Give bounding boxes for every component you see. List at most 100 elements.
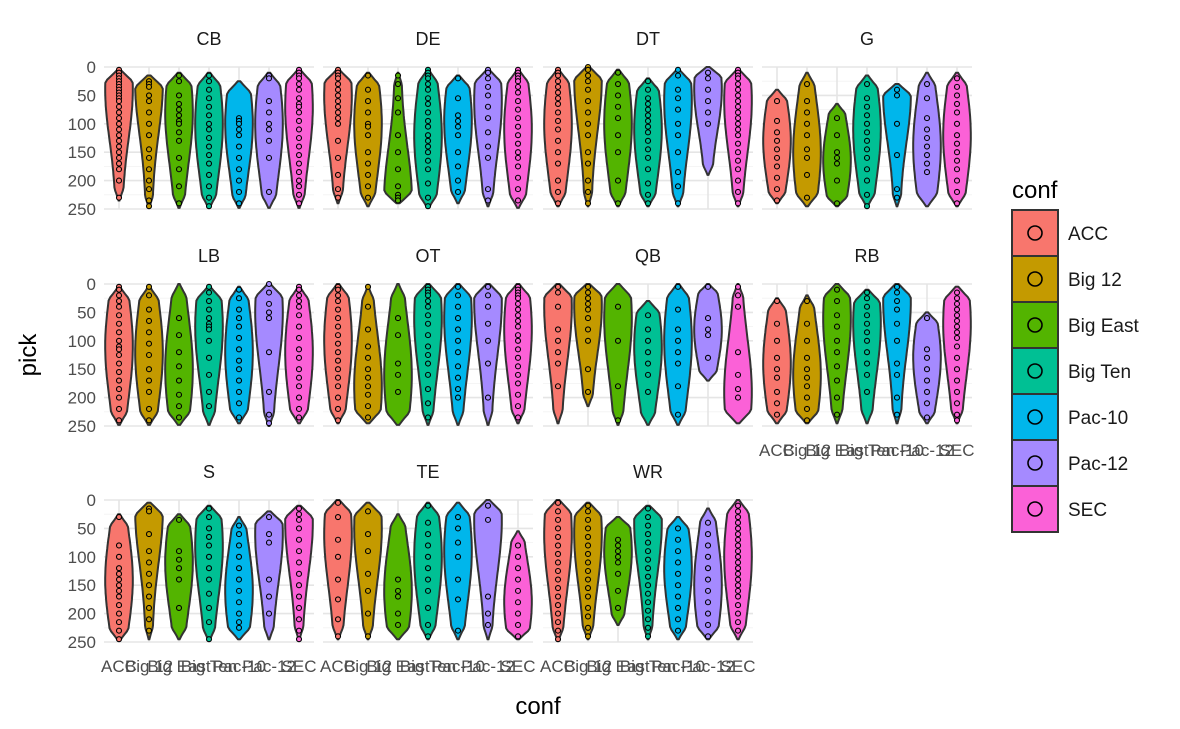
pick-point [773,320,781,327]
pick-point [235,295,243,302]
pick-point [554,349,562,356]
x-tick-label: Big East [805,441,869,460]
pick-point [734,394,742,401]
pick-point [734,627,742,634]
pick-point [674,548,682,555]
pick-point [364,570,372,577]
pick-point [614,383,622,390]
pick-point [424,587,432,594]
pick-point [235,400,243,407]
facet-title: LB [198,246,220,266]
pick-point [175,556,183,563]
pick-point [614,536,622,543]
pick-point [175,403,183,410]
x-tick-label: Big East [586,657,650,676]
pick-point [674,383,682,390]
pick-point [265,120,273,127]
pick-point [644,607,652,614]
violin-acc [323,68,353,205]
pick-point [833,337,841,344]
x-tick-label: SEC [940,441,975,460]
x-tick-label: Pac-10 [431,657,485,676]
pick-point [644,505,652,512]
pick-point [454,394,462,401]
pick-point [454,163,462,170]
pick-point [235,154,243,161]
y-tick-label: 0 [87,275,96,294]
facet-dt: DT [543,29,753,210]
pick-point [115,346,123,353]
pick-point [514,633,522,640]
pick-point [484,320,492,327]
pick-point [205,354,213,361]
pick-point [923,315,931,322]
violin-sec [503,283,533,425]
pick-point [145,604,153,611]
pick-point [644,590,652,597]
pick-point [334,194,342,201]
pick-point [175,78,183,85]
pick-point [424,332,432,339]
pick-point [953,177,961,184]
pick-point [614,604,622,611]
pick-point [734,115,742,122]
pick-point [953,366,961,373]
pick-point [364,72,372,79]
pick-point [704,553,712,560]
pick-point [734,80,742,88]
pick-point [295,593,303,600]
pick-point [424,194,432,201]
pick-point [205,565,213,572]
pick-point [674,627,682,634]
pick-point [674,72,682,79]
pick-point [734,126,742,133]
pick-point [614,149,622,156]
pick-point [734,283,742,290]
pick-point [803,154,811,161]
pick-point [334,394,342,401]
pick-point [145,109,153,116]
pick-point [334,292,342,299]
pick-point [674,559,682,566]
pick-point [554,95,562,102]
pick-point [584,160,592,167]
pick-point [704,326,712,333]
pick-point [644,633,652,640]
pick-point [554,83,562,90]
legend-item: SEC [1011,485,1107,533]
pick-point [833,411,841,418]
pick-point [424,166,432,173]
pick-point [115,132,123,139]
pick-point [953,334,961,342]
pick-point [674,183,682,190]
pick-point [454,188,462,196]
pick-point [265,388,273,395]
pick-point [145,283,153,290]
pick-point [295,559,303,566]
y-tick-label: 200 [68,389,96,408]
pick-point [364,132,372,139]
pick-point [295,627,303,634]
pick-point [424,351,432,359]
pick-point [803,109,811,116]
x-tick-label: Big East [366,657,430,676]
pick-point [115,602,123,609]
pick-point [115,143,123,150]
pick-point [484,610,492,617]
pick-point [863,371,871,378]
pick-point [514,553,522,560]
pick-point [175,604,183,611]
pick-point [175,166,183,173]
pick-point [644,624,652,631]
pick-point [145,306,153,313]
pick-point [424,633,432,640]
pick-point [115,337,123,344]
pick-point [265,289,273,296]
pick-point [424,343,432,350]
pick-point [644,146,652,153]
pick-point [554,533,562,540]
pick-point [175,137,183,144]
pick-point [514,346,522,353]
